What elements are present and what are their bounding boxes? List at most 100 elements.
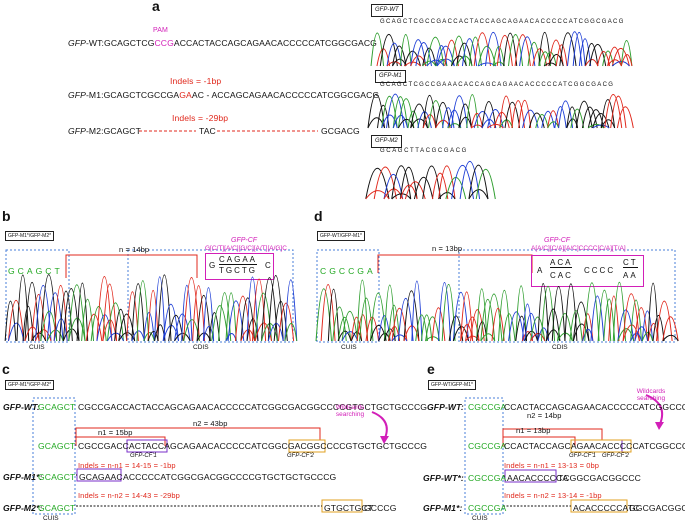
trace-peak (399, 166, 418, 200)
trace-peak (450, 95, 468, 129)
trace-peak (81, 299, 95, 342)
trace-peak (547, 121, 560, 129)
trace-peak (630, 299, 642, 342)
trace-peak (147, 289, 159, 342)
e-wildcards: Wildcards searching (636, 388, 666, 402)
d-cuis-label: CUIS (341, 344, 357, 351)
trace-peak (496, 34, 513, 67)
trace-peak (473, 111, 492, 129)
b-cuis-label: CUIS (29, 344, 45, 351)
trace-peak (417, 111, 432, 129)
trace-peak (284, 322, 298, 342)
trace-peak (450, 35, 467, 67)
trace-peak (174, 313, 191, 342)
e-n2: n2 = 14bp (527, 411, 562, 420)
d-cdis-label: CDIS (552, 344, 568, 351)
a-wt-seq: GFP-WT:GCAGCTCGCCGACCACTACCAGCAGAACACCCC… (68, 38, 377, 48)
trace-peak (413, 177, 434, 200)
trace-peak (634, 307, 649, 342)
trace-peak (662, 334, 679, 342)
trace-peak (381, 114, 398, 129)
panel-label-d: d (314, 208, 323, 224)
trace-peak (392, 96, 409, 129)
b-cdis-label: CDIS (193, 344, 209, 351)
d-tag: GFP-WT/GFP-M1* (317, 231, 365, 241)
trace-peak (320, 284, 336, 342)
trace-peak (183, 276, 200, 342)
trace-label-wt: GFP-WT (371, 4, 403, 17)
trace-peak (551, 286, 566, 342)
trace-peak (196, 294, 211, 342)
trace-peak (436, 45, 455, 67)
trace-peak (85, 313, 103, 342)
trace-peak (388, 304, 401, 342)
trace-peak (435, 58, 448, 67)
chromatogram-m1 (367, 93, 634, 129)
e-wt2-seq: TCGGCGACGGCCC (558, 473, 641, 483)
trace-peak (519, 36, 536, 67)
e-wt2-label: GFP-WT*: (423, 473, 464, 483)
trace-peak (174, 332, 191, 342)
trace-peak (547, 110, 560, 129)
b-cuis-seq: GCAGCT (8, 266, 63, 276)
trace-peak (541, 110, 555, 129)
trace-peak (530, 316, 546, 342)
e-wt-label: GFP-WT: (427, 402, 464, 412)
c-m1-box: GCAGAAC (79, 472, 123, 482)
trace-peak (620, 54, 633, 67)
a-indel-2: Indels = -29bp (172, 113, 229, 123)
c-r2-seq: CGCCGACCACTACCAGCAGAACACCCCCATCGGCGACGGC… (78, 441, 428, 451)
trace-peak (403, 290, 420, 342)
trace-peak (503, 32, 518, 67)
trace-peak (518, 100, 532, 129)
e-wt2-box: AACACCCCCA (507, 473, 569, 483)
trace-peak (527, 42, 541, 67)
trace-peak (404, 61, 421, 67)
b-cf-title: GFP-CF (231, 237, 258, 244)
trace-peak (114, 308, 128, 342)
c-r2-cuis: GCAGCT (38, 441, 76, 451)
trace-peak (365, 190, 390, 200)
trace-peak (254, 322, 273, 342)
trace-peak (460, 291, 474, 342)
trace-peak (181, 285, 193, 342)
e-m1-label: GFP-M1*: (423, 503, 463, 513)
trace-peak (225, 292, 237, 342)
trace-peak (566, 106, 579, 129)
trace-peak (332, 306, 347, 342)
trace-peak (584, 43, 599, 67)
trace-seq-wt: GCAGCTCGCCGACCACTACCAGCAGAACACCCCCATCGGC… (380, 19, 625, 25)
trace-peak (118, 313, 136, 342)
a-m2-seq: GFP-M2:GCAGCT (68, 126, 141, 136)
trace-label-m2: GFP-M2 (371, 135, 402, 148)
trace-peak (470, 112, 484, 129)
trace-peak (492, 46, 505, 67)
trace-peak (399, 33, 412, 67)
trace-peak (431, 307, 446, 342)
panel-label-c: c (2, 361, 10, 377)
c-indel-2: Indels = n-n2 = 14-43 = -29bp (78, 491, 180, 500)
d-cf-title: GFP-CF (544, 237, 571, 244)
trace-peak (411, 280, 423, 342)
chromatogram-m2 (365, 161, 496, 200)
d-box-bot: CAC (550, 271, 573, 280)
panel-label-a: a (152, 0, 160, 14)
trace-peak (641, 310, 654, 342)
trace-peak (451, 55, 467, 67)
trace-peak (581, 106, 598, 129)
trace-peak (391, 165, 412, 200)
trace-peak (622, 293, 640, 342)
trace-peak (572, 323, 590, 342)
d-cf-box: A ACA CAC CCCC CT AA (531, 255, 644, 287)
trace-peak (431, 172, 449, 200)
trace-label-m1: GFP-M1 (375, 70, 406, 83)
trace-peak (422, 165, 442, 200)
trace-peak (641, 332, 654, 342)
trace-peak (96, 275, 113, 342)
c-m2-box: GTGCTGCT (324, 503, 374, 513)
c-wildcards: Wildcards searching (335, 404, 365, 418)
trace-peak (617, 309, 635, 342)
trace-peak (251, 278, 267, 342)
c-wt-label: GFP-WT: (3, 402, 40, 412)
